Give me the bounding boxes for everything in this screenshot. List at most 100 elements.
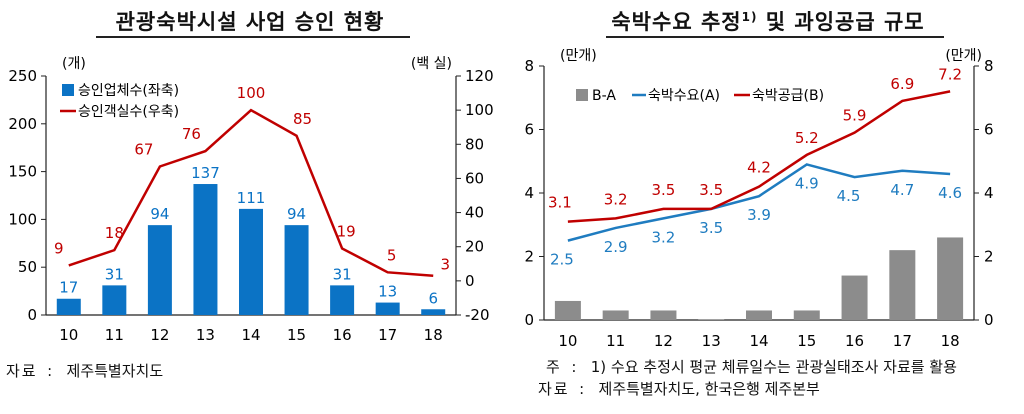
legend-label: 숙박수요(A) [648, 88, 720, 104]
bar [193, 184, 218, 315]
right-tick-label: 80 [465, 135, 484, 153]
line-data-label: 4.5 [837, 187, 861, 205]
right-tick-label: 4 [984, 184, 994, 202]
chart-panel-demand: 숙박수요 추정1) 및 과잉공급 규모 0 0 2 2 4 4 6 6 8 8 (만개) (만개) 10… [512, 0, 1024, 414]
bar [56, 298, 81, 315]
right-axis-unit: (만개) [945, 48, 982, 64]
line-data-label: 85 [293, 110, 312, 128]
bar [421, 309, 446, 315]
legend-label: 승인객실수(우축) [78, 104, 179, 120]
bar [554, 300, 581, 320]
x-tick-label: 18 [941, 332, 960, 350]
line-data-label: 5 [387, 246, 397, 264]
right-tick-label: 40 [465, 204, 484, 222]
title-underline [96, 36, 410, 38]
bar [841, 275, 868, 320]
line-data-label: 5.2 [795, 129, 819, 147]
right-tick-label: 6 [984, 121, 994, 139]
x-tick-label: 11 [606, 332, 625, 350]
left-tick-label: 0 [27, 306, 37, 324]
x-tick-label: 17 [893, 332, 912, 350]
source-sep: : [574, 380, 594, 398]
line-data-label: 18 [105, 224, 124, 242]
line-data-label: 3.1 [548, 194, 572, 212]
chart-title-main: 숙박수요 추정 [611, 10, 742, 34]
bar [937, 237, 964, 320]
legend-label: B-A [592, 88, 616, 104]
source-text: 제주특별자치도 [66, 362, 164, 380]
line-data-label: 4.6 [938, 184, 962, 202]
line-data-label: 4.2 [747, 159, 771, 177]
bar-data-label: 137 [191, 164, 220, 182]
legend-swatch-bar [576, 89, 588, 101]
bar [239, 208, 263, 315]
source-note: 자료 : 제주특별자치도, 한국은행 제주본부 [538, 378, 820, 399]
bar [889, 250, 916, 320]
line-data-label: 5.9 [843, 107, 867, 125]
chart-panel-approvals: 관광숙박시설 사업 승인 현황 0 50 100 150 200 250 -20 0 20 40 6… [0, 0, 500, 414]
left-tick-label: 0 [524, 311, 534, 329]
right-tick-label: 0 [984, 311, 994, 329]
line-data-label: 7.2 [938, 65, 962, 83]
line-data-label: 3.2 [604, 190, 628, 208]
right-axis-unit: (백 실) [411, 56, 452, 72]
line-data-label: 3.9 [747, 206, 771, 224]
chart-title: 관광숙박시설 사업 승인 현황 [115, 10, 385, 34]
x-tick-label: 12 [654, 332, 673, 350]
note-text: 1) 수요 추정시 평균 체류일수는 관광실태조사 자료를 활용 [590, 358, 957, 376]
right-tick-label: 20 [465, 238, 484, 256]
bar [102, 285, 127, 315]
right-tick-label: 60 [465, 169, 484, 187]
left-axis-unit: (만개) [560, 48, 597, 64]
left-tick-label: 50 [18, 258, 37, 276]
line-data-label: 76 [182, 125, 201, 143]
bar [284, 225, 309, 315]
bar [650, 310, 677, 320]
bar [375, 302, 400, 315]
bar-data-label: 31 [105, 265, 124, 283]
note-sep: : [566, 358, 586, 376]
bar [746, 310, 772, 320]
bar [602, 310, 629, 320]
x-tick-label: 12 [150, 326, 169, 344]
legend-label: 승인업체수(좌축) [78, 83, 179, 99]
right-tick-label: 8 [984, 57, 994, 75]
left-tick-label: 2 [524, 248, 534, 266]
right-tick-label: 0 [465, 272, 475, 290]
x-tick-label: 15 [287, 326, 306, 344]
bar [793, 310, 820, 320]
footnote: 주 : 1) 수요 추정시 평균 체류일수는 관광실태조사 자료를 활용 [546, 356, 957, 377]
bar [698, 319, 725, 320]
source-label: 자료 [6, 362, 38, 380]
line-data-label: 3 [440, 256, 450, 274]
right-tick-label: -20 [465, 306, 490, 324]
bar-data-label: 6 [428, 289, 438, 307]
left-tick-label: 6 [524, 121, 534, 139]
line-data-label: 19 [337, 222, 356, 240]
line-data-label: 4.7 [890, 181, 914, 199]
line-data-label: 2.9 [604, 238, 628, 256]
x-tick-label: 18 [424, 326, 443, 344]
approvals-chart: 0 50 100 150 200 250 -20 0 20 40 60 80 100 120 (개) (백 실… [8, 56, 494, 344]
source-sep: : [42, 362, 62, 380]
source-label: 자료 [538, 380, 570, 398]
x-tick-label: 14 [241, 326, 260, 344]
bar-data-label: 94 [287, 205, 306, 223]
bar [147, 225, 172, 315]
x-tick-label: 13 [196, 326, 215, 344]
line-data-label: 100 [237, 84, 266, 102]
line-data-label: 2.5 [550, 251, 574, 269]
legend-swatch-bar [62, 84, 74, 96]
left-tick-label: 150 [8, 163, 37, 181]
x-tick-label: 10 [59, 326, 78, 344]
x-tick-label: 16 [845, 332, 864, 350]
line-data-label: 3.2 [652, 228, 676, 246]
bar [330, 285, 355, 315]
line-data-label: 3.5 [699, 219, 723, 237]
left-tick-label: 8 [524, 57, 534, 75]
right-tick-label: 120 [465, 67, 494, 85]
x-tick-label: 13 [702, 332, 721, 350]
line-data-label: 67 [134, 140, 153, 158]
x-tick-label: 11 [105, 326, 124, 344]
left-axis-unit: (개) [62, 56, 86, 72]
